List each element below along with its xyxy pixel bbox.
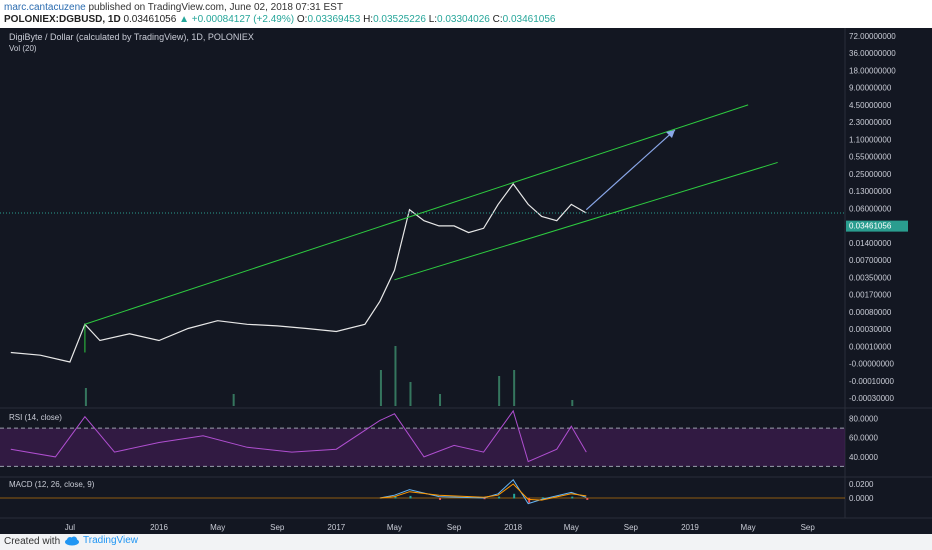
cloud-icon: [65, 536, 79, 545]
price-axis-label: 0.03461056: [849, 222, 892, 231]
last-price: 0.03461056: [123, 14, 177, 25]
published-text: published on TradingView.com, June 02, 2…: [88, 2, 343, 13]
volume-bar: [379, 370, 382, 406]
volume-bar: [571, 400, 574, 406]
rsi-label: RSI (14, close): [9, 413, 62, 422]
price-axis-label: 1.10000000: [849, 135, 892, 144]
price-axis-label: 0.00700000: [849, 256, 892, 265]
time-axis-label: 2017: [327, 523, 345, 532]
price-axis-label: 0.00010000: [849, 342, 892, 351]
chart-area[interactable]: 72.00000000 36.00000000 18.00000000 9.00000…: [0, 28, 932, 534]
price-axis-label: 0.00350000: [849, 273, 892, 282]
macd-histogram-bar: [439, 498, 442, 500]
price-axis-label: 72.00000000: [849, 32, 896, 41]
macd-histogram-bar: [586, 498, 589, 500]
macd-line: [379, 479, 587, 505]
macd-label: MACD (12, 26, close, 9): [9, 480, 95, 489]
price-series-line: [10, 182, 587, 363]
upper-channel-line: [84, 104, 749, 325]
time-axis-label: Sep: [270, 523, 285, 532]
price-axis-label: 0.00170000: [849, 291, 892, 300]
brand-text: TradingView: [83, 535, 139, 546]
symbol-label: POLONIEX:DGBUSD, 1D: [4, 14, 121, 25]
high-label: H:: [363, 14, 374, 25]
price-axis-label: 2.30000000: [849, 118, 892, 127]
volume-bar: [513, 370, 516, 406]
close-label: C:: [492, 14, 503, 25]
time-axis-label: 2016: [150, 523, 168, 532]
price-change: +0.00084127 (+2.49%): [191, 14, 295, 25]
footer: Created with TradingView: [0, 534, 932, 550]
price-axis-label: 0.00030000: [849, 325, 892, 334]
price-axis-label: 0.55000000: [849, 153, 892, 162]
time-axis-label: May: [741, 523, 756, 532]
macd-histogram-bar: [483, 498, 486, 500]
price-axis-label: 0.06000000: [849, 204, 892, 213]
last-price-tag-bg: [846, 220, 908, 232]
macd-axis-label: 0.0000: [849, 494, 874, 503]
price-axis-label: 36.00000000: [849, 49, 896, 58]
rsi-line: [10, 409, 587, 463]
volume-bar: [409, 382, 412, 406]
price-axis-label: 0.13000000: [849, 187, 892, 196]
time-axis-label: Sep: [447, 523, 462, 532]
created-with-text: Created with: [4, 536, 61, 547]
signal-line: [379, 483, 587, 501]
volume-bar: [498, 376, 501, 406]
volume-bar: [232, 394, 235, 406]
time-axis-label: Sep: [801, 523, 816, 532]
price-axis-label: 0.00080000: [849, 308, 892, 317]
time-axis-label: May: [387, 523, 402, 532]
price-axis-label: 0.01400000: [849, 239, 892, 248]
open-value: 0.03369453: [307, 14, 361, 25]
price-axis-label: -0.00030000: [849, 394, 894, 403]
publish-header: marc.cantacuzene published on TradingVie…: [0, 0, 932, 28]
publish-line: marc.cantacuzene published on TradingVie…: [4, 2, 343, 13]
time-axis-label: May: [564, 523, 579, 532]
volume-bar: [394, 346, 397, 406]
time-axis-label: Sep: [624, 523, 639, 532]
rsi-axis-label: 60.0000: [849, 434, 878, 443]
lower-channel-line: [394, 161, 778, 281]
up-triangle-icon: ▲: [179, 14, 189, 25]
arrow-head-icon: [665, 129, 675, 138]
macd-histogram-bar: [498, 496, 501, 499]
chart-canvas[interactable]: 72.00000000 36.00000000 18.00000000 9.00000…: [0, 28, 932, 534]
author-link[interactable]: marc.cantacuzene: [4, 2, 86, 13]
volume-bar: [439, 394, 442, 406]
time-axis-label: 2018: [504, 523, 522, 532]
price-axis-label: -0.00010000: [849, 377, 894, 386]
volume-label: Vol (20): [9, 44, 37, 53]
macd-histogram-bar: [394, 496, 397, 499]
macd-axis-label: 0.0200: [849, 480, 874, 489]
price-axis-label: 4.50000000: [849, 101, 892, 110]
price-axis-label: -0.00000000: [849, 360, 894, 369]
volume-bar: [84, 388, 87, 406]
price-axis-label: 18.00000000: [849, 66, 896, 75]
low-value: 0.03304026: [437, 14, 490, 25]
macd-histogram-bar: [513, 493, 516, 499]
rsi-axis-label: 80.0000: [849, 415, 878, 424]
ohlc-line: POLONIEX:DGBUSD, 1D 0.03461056 ▲ +0.0008…: [4, 14, 556, 25]
rsi-band-fill: [0, 428, 845, 467]
high-value: 0.03525226: [373, 14, 426, 25]
rsi-axis-label: 40.0000: [849, 453, 878, 462]
time-axis-label: Jul: [65, 523, 75, 532]
macd-histogram-bar: [409, 495, 412, 499]
macd-histogram-bar: [541, 497, 544, 499]
price-axis-label: 0.25000000: [849, 170, 892, 179]
low-label: L:: [428, 14, 438, 25]
macd-histogram-bar: [528, 498, 531, 503]
projection-arrow-line: [585, 129, 676, 211]
close-value: 0.03461056: [502, 14, 556, 25]
time-axis-label: 2019: [681, 523, 699, 532]
time-axis-label: May: [210, 523, 225, 532]
chart-title: DigiByte / Dollar (calculated by Trading…: [9, 32, 254, 42]
tradingview-logo[interactable]: TradingView: [64, 535, 138, 546]
macd-histogram-bar: [571, 496, 574, 499]
open-label: O:: [296, 14, 308, 25]
price-axis-label: 9.00000000: [849, 84, 892, 93]
